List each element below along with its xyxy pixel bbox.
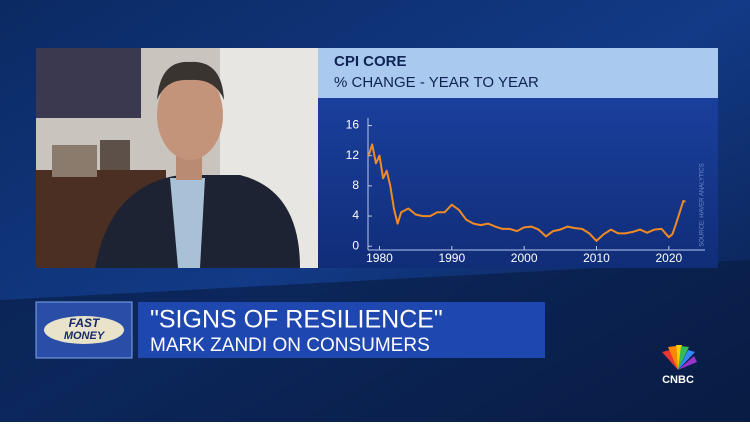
network-logo: CNBC — [662, 374, 694, 386]
plot: 0 4 8 12 16 1980 1990 2000 2010 2020 — [346, 118, 705, 265]
data-line — [367, 143, 686, 242]
headline-sub: MARK ZANDI ON CONSUMERS — [150, 335, 430, 356]
x-tick-label: 1990 — [438, 251, 465, 265]
headline: "SIGNS OF RESILIENCE" — [150, 306, 443, 334]
chart-title: CPI CORE — [334, 53, 407, 70]
y-tick-label: 4 — [352, 208, 359, 222]
peacock — [662, 345, 697, 370]
logo-oval — [44, 316, 124, 344]
logo-line2: MONEY — [64, 330, 106, 342]
x-tick-label: 1980 — [366, 251, 393, 265]
chart-header — [318, 48, 718, 98]
video-frame — [36, 48, 320, 268]
x-tick-label: 2020 — [655, 251, 682, 265]
x-tick-label: 2000 — [511, 251, 538, 265]
chart-panel — [318, 98, 718, 268]
chart-source: SOURCE: HAVER ANALYTICS — [700, 163, 706, 246]
y-tick-label: 8 — [352, 178, 359, 192]
x-tick-label: 2010 — [583, 251, 610, 265]
y-tick-label: 0 — [352, 238, 359, 252]
logo-line1: FAST — [69, 316, 101, 330]
headline-banner — [138, 302, 545, 358]
y-tick-label: 12 — [346, 148, 360, 162]
chart-subtitle: % CHANGE - YEAR TO YEAR — [334, 74, 539, 91]
y-tick-label: 16 — [346, 118, 360, 132]
